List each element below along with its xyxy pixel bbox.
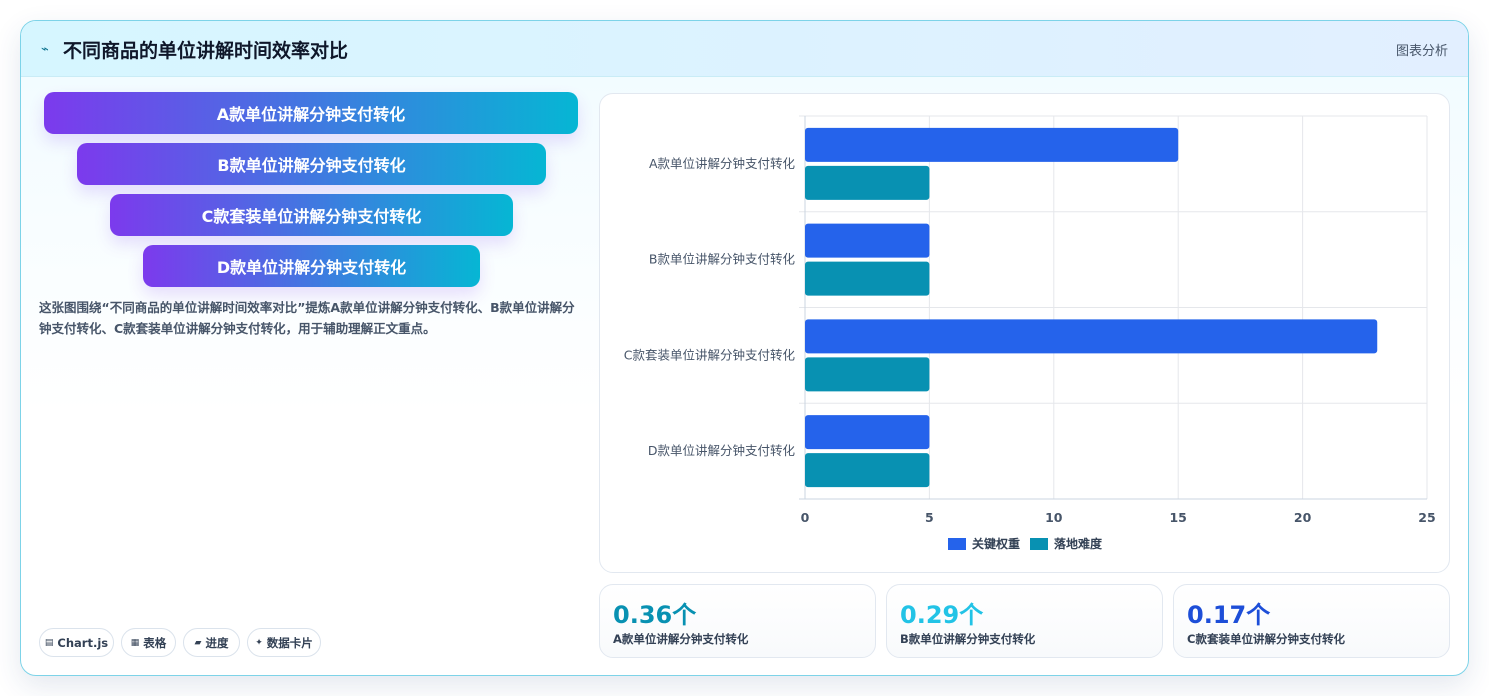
card-header: ⌁ 不同商品的单位讲解时间效率对比 图表分析 — [21, 21, 1468, 77]
pill-table[interactable]: ▦ 表格 — [121, 628, 176, 657]
report-card: ⌁ 不同商品的单位讲解时间效率对比 图表分析 A款单位讲解分钟支付转化 B款单位… — [20, 20, 1469, 676]
stat-label: A款单位讲解分钟支付转化 — [613, 632, 749, 646]
pill-progress[interactable]: ▰ 进度 — [183, 628, 240, 657]
funnel-item-b: B款单位讲解分钟支付转化 — [77, 143, 546, 185]
pill-label: Chart.js — [57, 635, 109, 650]
funnel-item-label: D款单位讲解分钟支付转化 — [216, 258, 407, 277]
legend-swatch — [948, 538, 966, 550]
sparkle-icon: ✦ — [255, 637, 263, 648]
bar-difficulty — [805, 261, 930, 296]
pill-label: 表格 — [143, 635, 167, 650]
chart-panel: A款单位讲解分钟支付转化 B款单位讲解分钟支付转化 C款套装单位讲解分钟支付转化 D款… — [599, 93, 1450, 573]
bar-difficulty — [805, 453, 930, 488]
stat-value: 0.36个 — [613, 601, 697, 629]
funnel-item-d: D款单位讲解分钟支付转化 — [143, 245, 480, 287]
bar-key-weight — [805, 223, 930, 258]
header-tag: 图表分析 — [1395, 44, 1448, 59]
stat-label: B款单位讲解分钟支付转化 — [900, 632, 1036, 646]
page-title: 不同商品的单位讲解时间效率对比 — [63, 40, 349, 62]
legend-label: 关键权重 — [972, 536, 1020, 551]
chart-line-icon: ⌁ — [41, 42, 49, 57]
stat-value: 0.17个 — [1187, 601, 1271, 629]
stat-value: 0.29个 — [900, 601, 984, 629]
bar-key-weight — [805, 127, 1179, 162]
chart-icon: ▤ — [44, 637, 54, 648]
pill-data-card[interactable]: ✦ 数据卡片 — [247, 628, 321, 657]
funnel-item-label: C款套装单位讲解分钟支付转化 — [201, 207, 422, 226]
funnel-item-label: B款单位讲解分钟支付转化 — [217, 156, 406, 175]
progress-icon: ▰ — [194, 637, 202, 648]
stat-label: C款套装单位讲解分钟支付转化 — [1187, 632, 1345, 646]
x-tick-label: 10 — [1045, 510, 1063, 525]
bar-difficulty — [805, 165, 930, 200]
x-tick-label: 25 — [1418, 510, 1435, 525]
stat-card-b: 0.29个 B款单位讲解分钟支付转化 — [886, 584, 1163, 658]
chart-description: 这张图围绕“不同商品的单位讲解时间效率对比”提炼A款单位讲解分钟支付转化、B款单… — [39, 300, 575, 336]
x-tick-label: 15 — [1169, 510, 1186, 525]
bar-key-weight — [805, 415, 930, 450]
bar-key-weight — [805, 319, 1378, 354]
pill-chartjs[interactable]: ▤ Chart.js — [39, 628, 114, 657]
stat-card-c: 0.17个 C款套装单位讲解分钟支付转化 — [1173, 584, 1450, 658]
funnel-item-a: A款单位讲解分钟支付转化 — [44, 92, 578, 134]
pill-label: 进度 — [205, 635, 229, 650]
legend-label: 落地难度 — [1054, 536, 1103, 551]
x-tick-label: 0 — [801, 510, 810, 525]
y-tick-label: B款单位讲解分钟支付转化 — [649, 252, 796, 267]
y-tick-label: D款单位讲解分钟支付转化 — [648, 443, 796, 458]
bar-chart: A款单位讲解分钟支付转化 B款单位讲解分钟支付转化 C款套装单位讲解分钟支付转化 D款… — [624, 115, 1436, 551]
y-tick-label: A款单位讲解分钟支付转化 — [649, 156, 796, 171]
funnel-item-c: C款套装单位讲解分钟支付转化 — [110, 194, 513, 236]
table-icon: ▦ — [130, 637, 140, 648]
pill-label: 数据卡片 — [266, 635, 313, 650]
stat-card-a: 0.36个 A款单位讲解分钟支付转化 — [599, 584, 876, 658]
bar-difficulty — [805, 357, 930, 392]
x-tick-label: 20 — [1294, 510, 1312, 525]
legend-swatch — [1030, 538, 1048, 550]
funnel-item-label: A款单位讲解分钟支付转化 — [216, 105, 406, 124]
x-tick-label: 5 — [925, 510, 934, 525]
y-tick-label: C款套装单位讲解分钟支付转化 — [624, 347, 796, 362]
